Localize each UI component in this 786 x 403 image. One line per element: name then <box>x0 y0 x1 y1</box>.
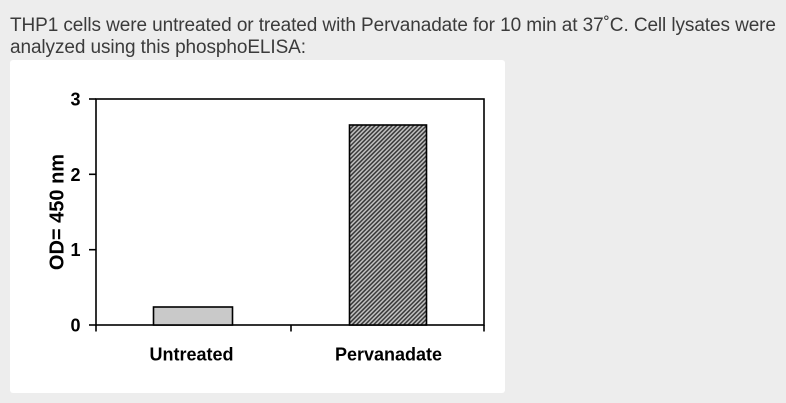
svg-text:0: 0 <box>70 316 80 336</box>
svg-text:Untreated: Untreated <box>149 345 233 365</box>
svg-text:Pervanadate: Pervanadate <box>335 345 442 365</box>
svg-text:OD= 450 nm: OD= 450 nm <box>47 154 69 270</box>
svg-text:1: 1 <box>70 240 80 260</box>
svg-text:3: 3 <box>70 90 80 110</box>
svg-text:2: 2 <box>70 165 80 185</box>
